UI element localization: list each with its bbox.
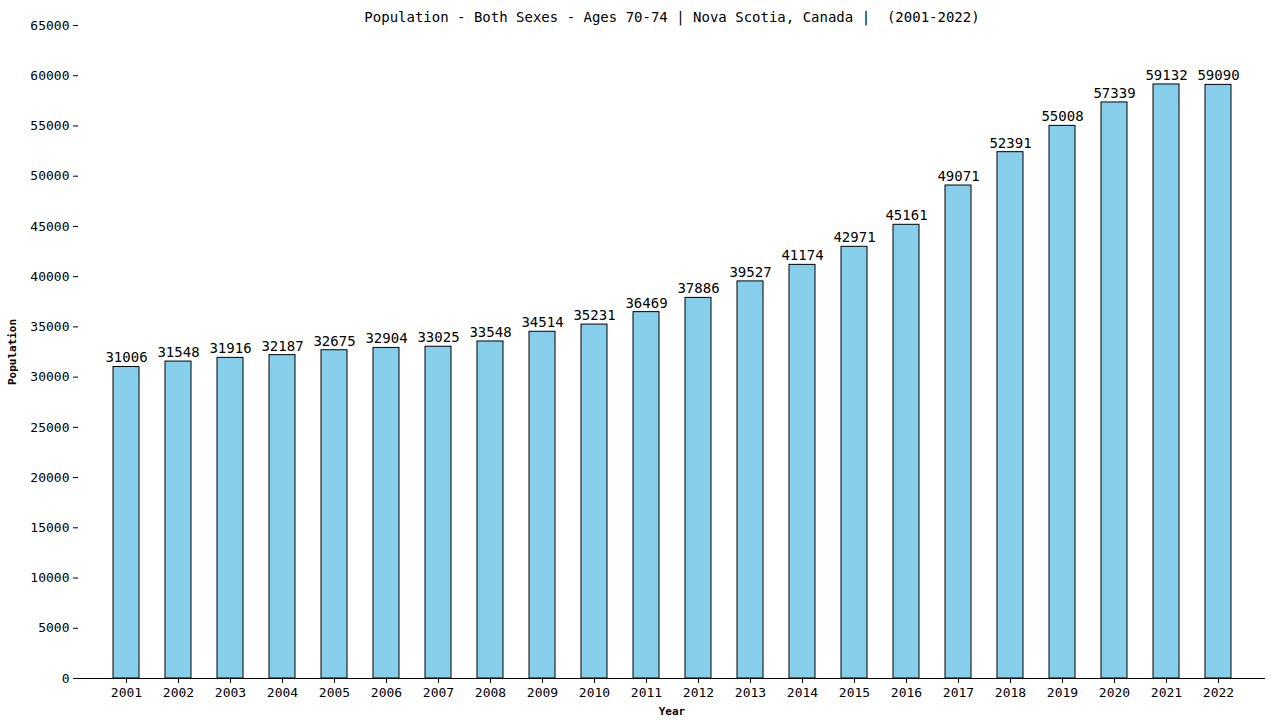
svg-text:36469: 36469 xyxy=(625,295,667,311)
svg-text:0: 0 xyxy=(62,671,70,686)
svg-text:2015: 2015 xyxy=(839,685,870,700)
svg-text:55000: 55000 xyxy=(30,118,69,133)
svg-text:2009: 2009 xyxy=(527,685,558,700)
svg-text:55008: 55008 xyxy=(1041,108,1083,124)
svg-text:32904: 32904 xyxy=(365,330,407,346)
svg-text:2016: 2016 xyxy=(891,685,922,700)
svg-text:42971: 42971 xyxy=(833,229,875,245)
svg-text:45000: 45000 xyxy=(30,219,69,234)
svg-text:31548: 31548 xyxy=(157,344,199,360)
svg-text:35000: 35000 xyxy=(30,319,69,334)
svg-text:2014: 2014 xyxy=(787,685,818,700)
svg-text:65000: 65000 xyxy=(30,18,69,33)
svg-text:45161: 45161 xyxy=(885,207,927,223)
svg-text:30000: 30000 xyxy=(30,369,69,384)
svg-text:2017: 2017 xyxy=(943,685,974,700)
svg-text:2020: 2020 xyxy=(1099,685,1130,700)
svg-text:15000: 15000 xyxy=(30,520,69,535)
svg-text:10000: 10000 xyxy=(30,570,69,585)
svg-text:2004: 2004 xyxy=(267,685,298,700)
svg-text:Population - Both Sexes - Ages: Population - Both Sexes - Ages 70-74 | N… xyxy=(364,9,979,26)
svg-text:37886: 37886 xyxy=(677,280,719,296)
svg-text:32675: 32675 xyxy=(313,333,355,349)
svg-text:2021: 2021 xyxy=(1151,685,1182,700)
svg-text:2008: 2008 xyxy=(475,685,506,700)
svg-text:Year: Year xyxy=(659,705,686,718)
svg-text:2005: 2005 xyxy=(319,685,350,700)
svg-text:2019: 2019 xyxy=(1047,685,1078,700)
svg-text:Population: Population xyxy=(6,319,19,385)
svg-text:2006: 2006 xyxy=(371,685,402,700)
svg-text:34514: 34514 xyxy=(521,314,563,330)
svg-text:2011: 2011 xyxy=(631,685,662,700)
svg-text:5000: 5000 xyxy=(38,620,69,635)
svg-text:41174: 41174 xyxy=(781,247,823,263)
svg-text:2007: 2007 xyxy=(423,685,454,700)
svg-text:35231: 35231 xyxy=(573,307,615,323)
svg-text:60000: 60000 xyxy=(30,68,69,83)
svg-text:2018: 2018 xyxy=(995,685,1026,700)
svg-text:59132: 59132 xyxy=(1145,67,1187,83)
svg-text:2012: 2012 xyxy=(683,685,714,700)
svg-text:52391: 52391 xyxy=(989,135,1031,151)
svg-text:2013: 2013 xyxy=(735,685,766,700)
svg-text:31006: 31006 xyxy=(105,349,147,365)
svg-text:39527: 39527 xyxy=(729,264,771,280)
svg-text:59090: 59090 xyxy=(1197,67,1239,83)
svg-text:2002: 2002 xyxy=(163,685,194,700)
svg-text:32187: 32187 xyxy=(261,338,303,354)
svg-text:25000: 25000 xyxy=(30,420,69,435)
svg-text:49071: 49071 xyxy=(937,168,979,184)
svg-text:2010: 2010 xyxy=(579,685,610,700)
svg-text:33548: 33548 xyxy=(469,324,511,340)
svg-text:31916: 31916 xyxy=(209,340,251,356)
svg-text:2003: 2003 xyxy=(215,685,246,700)
svg-text:2022: 2022 xyxy=(1203,685,1234,700)
svg-text:33025: 33025 xyxy=(417,329,459,345)
svg-text:20000: 20000 xyxy=(30,470,69,485)
svg-text:40000: 40000 xyxy=(30,269,69,284)
svg-text:50000: 50000 xyxy=(30,168,69,183)
svg-text:2001: 2001 xyxy=(111,685,142,700)
svg-text:57339: 57339 xyxy=(1093,85,1135,101)
